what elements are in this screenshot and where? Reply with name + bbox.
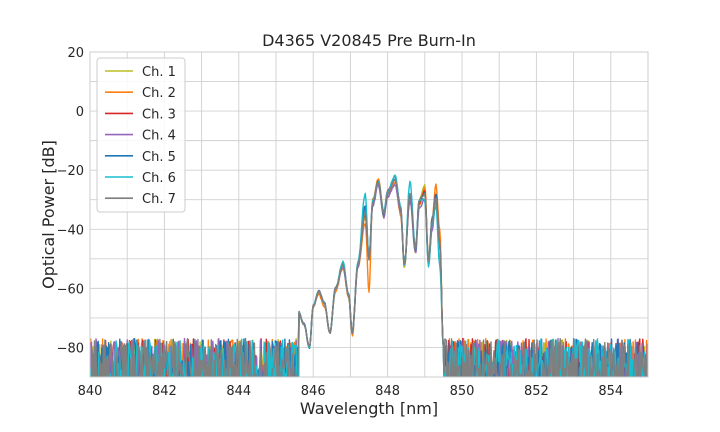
legend-label: Ch. 2 xyxy=(142,86,176,101)
y-axis-label: Optical Power [dB] xyxy=(39,140,58,289)
chart-title: D4365 V20845 Pre Burn-In xyxy=(262,31,476,50)
tick-labels: 840 842 844 846 848 850 852 854 20 0 −20 −40 −60 −80 xyxy=(57,46,624,399)
y-tick-label: 20 xyxy=(67,46,84,61)
plot-frame xyxy=(89,51,649,378)
legend-label: Ch. 5 xyxy=(142,150,176,165)
series-layer xyxy=(90,174,648,377)
x-tick-label: 848 xyxy=(375,384,400,399)
x-tick-label: 852 xyxy=(524,384,549,399)
x-tick-label: 850 xyxy=(450,384,475,399)
x-tick-label: 842 xyxy=(152,384,177,399)
y-tick-label: −40 xyxy=(57,223,84,238)
legend-label: Ch. 3 xyxy=(142,107,176,122)
x-tick-label: 844 xyxy=(226,384,251,399)
x-axis-label: Wavelength [nm] xyxy=(300,399,438,418)
x-tick-label: 840 xyxy=(78,384,103,399)
series-line-ch-2 xyxy=(90,178,648,377)
legend-label: Ch. 6 xyxy=(142,171,176,186)
y-tick-label: −20 xyxy=(57,164,84,179)
legend: Ch. 1 Ch. 2 Ch. 3 Ch. 4 Ch. 5 Ch. 6 Ch. 7 xyxy=(96,57,186,213)
y-tick-label: −80 xyxy=(57,341,84,356)
y-tick-label: 0 xyxy=(76,105,84,120)
legend-label: Ch. 7 xyxy=(142,192,176,207)
legend-box xyxy=(96,57,186,213)
x-tick-label: 846 xyxy=(301,384,326,399)
x-tick-label: 854 xyxy=(598,384,623,399)
y-tick-label: −60 xyxy=(57,282,84,297)
series-line-ch-7 xyxy=(90,178,648,377)
legend-label: Ch. 1 xyxy=(142,65,176,80)
legend-label: Ch. 4 xyxy=(142,129,176,144)
